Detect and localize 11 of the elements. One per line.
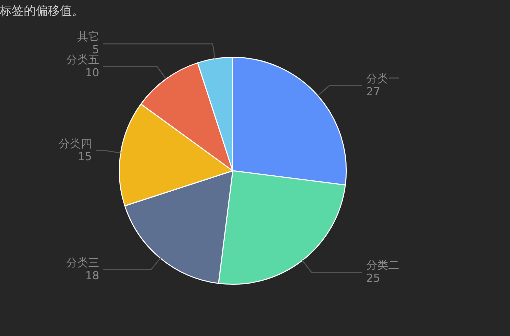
slice-label: 分类四: [59, 137, 92, 150]
data-label: 10: [86, 66, 100, 80]
chart-subtitle: 标签的偏移值。: [0, 3, 84, 20]
slice-label: 分类二: [366, 258, 400, 272]
slice-label: 其它: [78, 30, 100, 44]
slice-label: 分类三: [66, 256, 100, 270]
slice-label: 分类一: [366, 72, 400, 86]
data-label: 18: [86, 269, 100, 282]
data-label: 25: [366, 272, 380, 285]
data-label: 27: [366, 85, 380, 98]
data-label: 15: [78, 150, 92, 164]
